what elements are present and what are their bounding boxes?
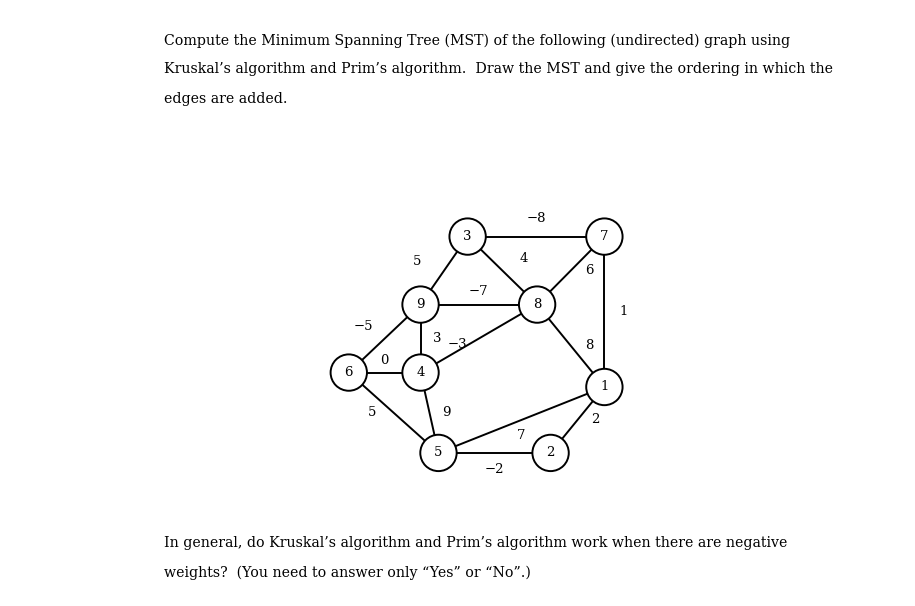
Text: 5: 5 [368,406,377,419]
Text: 9: 9 [442,406,451,419]
Circle shape [587,369,622,405]
Text: 1: 1 [600,381,608,393]
Text: 8: 8 [533,298,542,311]
Text: Kruskal’s algorithm and Prim’s algorithm.  Draw the MST and give the ordering in: Kruskal’s algorithm and Prim’s algorithm… [164,62,833,76]
Text: Compute the Minimum Spanning Tree (MST) of the following (undirected) graph usin: Compute the Minimum Spanning Tree (MST) … [164,33,790,48]
Text: 9: 9 [416,298,425,311]
Text: 3: 3 [433,332,442,345]
Text: 4: 4 [520,252,528,265]
Text: 5: 5 [413,255,421,268]
Circle shape [449,218,486,255]
Text: edges are added.: edges are added. [164,92,287,105]
Circle shape [330,355,367,391]
Text: 1: 1 [619,305,628,318]
Text: −2: −2 [485,464,504,476]
Text: 2: 2 [591,413,600,427]
Text: 5: 5 [435,447,443,459]
Text: 2: 2 [546,447,554,459]
Text: 8: 8 [585,339,593,352]
Text: −5: −5 [354,320,373,333]
Text: weights?  (You need to answer only “Yes” or “No”.): weights? (You need to answer only “Yes” … [164,565,531,580]
Text: −3: −3 [447,338,468,351]
Text: In general, do Kruskal’s algorithm and Prim’s algorithm work when there are nega: In general, do Kruskal’s algorithm and P… [164,536,787,550]
Circle shape [587,218,622,255]
Circle shape [519,287,555,323]
Circle shape [420,435,457,471]
Circle shape [403,287,438,323]
Text: 0: 0 [381,354,389,367]
Circle shape [403,355,438,391]
Text: −8: −8 [526,212,545,225]
Text: 6: 6 [585,264,593,277]
Text: 7: 7 [600,230,608,243]
Text: 7: 7 [517,428,526,442]
Circle shape [533,435,569,471]
Text: 4: 4 [416,366,425,379]
Text: 3: 3 [463,230,472,243]
Text: −7: −7 [469,285,489,298]
Text: 6: 6 [345,366,353,379]
